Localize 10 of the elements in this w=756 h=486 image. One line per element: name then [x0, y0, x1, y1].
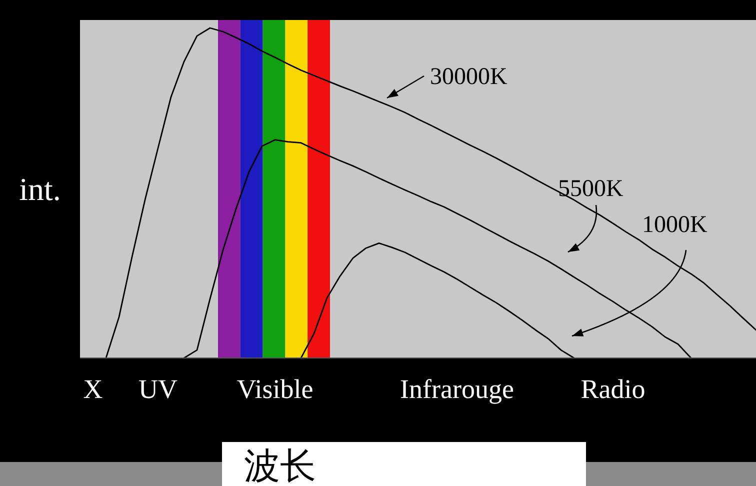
x-tick-label: Radio	[580, 374, 646, 404]
annotation: 1000K	[642, 212, 708, 238]
x-axis-title: 波长	[244, 446, 316, 486]
annotation: 30000K	[430, 64, 508, 90]
x-tick-label: Visible	[236, 374, 314, 404]
x-tick-label: X	[83, 374, 104, 404]
x-tick-label: Infrarouge	[400, 374, 514, 404]
y-axis-title: int.	[19, 171, 61, 207]
x-tick-label: UV	[138, 374, 178, 404]
annotation: 5500K	[558, 176, 624, 202]
